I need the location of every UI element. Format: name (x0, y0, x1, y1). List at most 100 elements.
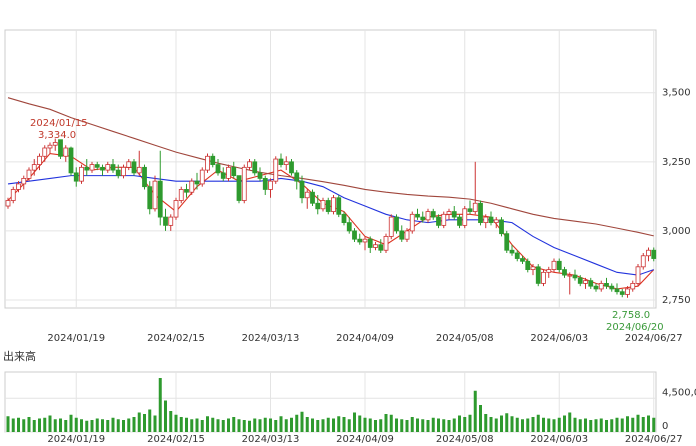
volume-bar (27, 417, 31, 432)
y-tick-label: 3,000 (662, 226, 691, 237)
candle-body (157, 180, 163, 218)
volume-tick-label: 4,500,000 (662, 387, 696, 398)
volume-bar (22, 419, 26, 432)
annotation: 2024/06/20 (606, 322, 664, 333)
candle-body (220, 172, 226, 179)
candle-body (310, 191, 315, 204)
candle-body (226, 166, 231, 179)
volume-bar (431, 417, 435, 432)
candle-body (205, 155, 210, 171)
candle-body (551, 260, 557, 270)
volume-bar (374, 420, 377, 432)
candle-body (236, 175, 242, 201)
candle-body (126, 161, 132, 168)
candle-body (331, 197, 336, 212)
candle-body (10, 189, 16, 201)
volume-bar (563, 415, 566, 432)
candle-body (278, 158, 284, 165)
volume-bar (64, 420, 68, 432)
volume-bar (106, 420, 110, 432)
volume-bar (221, 420, 225, 432)
volume-bar (337, 416, 341, 432)
volume-bar (589, 420, 593, 432)
candle-body (210, 155, 216, 165)
volume-bar (242, 420, 246, 432)
volume-bar (59, 418, 62, 432)
volume-bar (95, 418, 99, 432)
candle-body (535, 266, 541, 284)
x-tick-label: 2024/06/03 (530, 434, 588, 445)
volume-bar (200, 420, 204, 432)
candle-body (289, 161, 294, 174)
volume-bar (69, 414, 73, 432)
volume-bar (179, 417, 183, 432)
volume-bar (358, 415, 362, 432)
candle-body (446, 211, 452, 215)
volume-bar (164, 400, 167, 432)
candle-body (231, 166, 237, 177)
volume-bar (74, 417, 78, 432)
volume-bar (437, 418, 440, 432)
candle-body (604, 283, 609, 287)
volume-bar (290, 417, 293, 432)
candle-body (79, 166, 84, 182)
candle-body (252, 161, 258, 174)
candle-body (593, 285, 599, 290)
y-tick-label: 3,500 (662, 88, 691, 99)
volume-bar (305, 417, 309, 432)
x-tick-label: 2024/04/09 (336, 434, 394, 445)
volume-bar (494, 418, 498, 432)
annotation: 2,758.0 (612, 310, 650, 321)
candle-body (152, 180, 158, 210)
volume-bar (552, 419, 556, 432)
volume-bar (505, 413, 509, 432)
candle-body (68, 147, 74, 174)
volume-bar (116, 419, 120, 432)
volume-bar (584, 418, 587, 432)
candle-body (320, 200, 326, 210)
volume-bar (594, 419, 598, 432)
moving-average (7, 97, 654, 237)
candle-body (478, 202, 483, 224)
x-tick-label: 2024/01/19 (47, 434, 105, 445)
candle-body (499, 219, 504, 235)
volume-bar (248, 420, 251, 432)
volume-bar (479, 405, 482, 432)
candle-body (84, 166, 90, 171)
volume-bar (206, 416, 209, 432)
candle-body (483, 216, 489, 224)
candle-body (530, 266, 536, 270)
candle-body (646, 249, 651, 257)
x-tick-label: 2024/05/08 (436, 333, 494, 344)
x-tick-label: 2024/06/03 (530, 333, 588, 344)
volume-bar (368, 418, 372, 432)
candle-body (357, 238, 363, 243)
volume-bar (626, 416, 629, 432)
volume-bar (568, 412, 572, 432)
volume-bar (384, 414, 388, 432)
candle-body (378, 244, 384, 251)
candle-body (567, 274, 573, 277)
candle-body (168, 216, 174, 226)
candle-body (42, 147, 48, 157)
candle-body (26, 169, 32, 179)
candle-body (362, 238, 368, 243)
candle-body (58, 139, 63, 157)
volume-bar (90, 420, 94, 432)
candle-body (425, 211, 431, 221)
candle-body (383, 236, 389, 251)
x-tick-label: 2024/03/13 (242, 434, 300, 445)
volume-bar (347, 419, 351, 432)
volume-bar (211, 417, 215, 432)
volume-bar (510, 416, 514, 432)
y-tick-label: 3,250 (662, 157, 691, 168)
candle-body (147, 186, 153, 210)
volume-bar (137, 412, 141, 432)
volume-bar (284, 419, 288, 432)
candle-body (546, 269, 552, 273)
plot: 2,750 3,000 3,250 3,500 0 4,500,000 2024/01/19… (5, 30, 696, 445)
volume-bar (452, 418, 456, 432)
volume-bar (416, 418, 419, 432)
volume-bar (363, 417, 367, 432)
